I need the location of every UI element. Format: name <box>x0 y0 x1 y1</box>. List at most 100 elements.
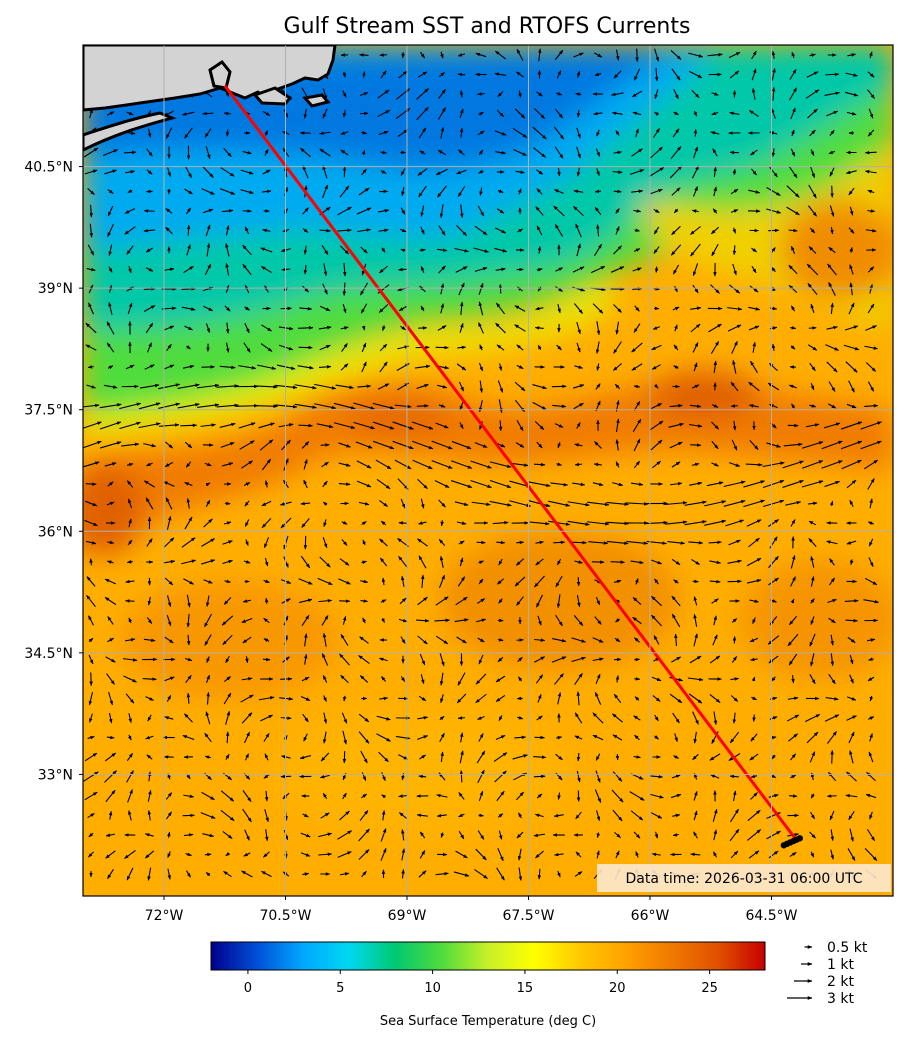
current-arrow <box>633 323 641 333</box>
quiver-key-label: 0.5 kt <box>827 940 868 956</box>
current-arrow <box>474 442 488 448</box>
current-arrow <box>771 343 776 351</box>
current-arrow <box>751 265 757 274</box>
current-arrow <box>652 128 661 138</box>
current-arrow <box>102 149 119 156</box>
current-arrow <box>651 402 663 410</box>
current-arrow <box>693 146 698 159</box>
current-arrow <box>845 72 858 77</box>
current-arrow <box>380 70 387 79</box>
current-arrow <box>749 285 759 293</box>
current-arrow <box>323 263 328 277</box>
current-arrow <box>614 383 621 390</box>
current-arrow <box>225 284 230 293</box>
current-arrow <box>633 248 641 252</box>
current-arrow <box>807 283 818 295</box>
current-arrow <box>497 380 504 393</box>
current-arrow <box>557 304 561 314</box>
current-arrow <box>181 287 196 291</box>
current-arrow <box>533 774 546 779</box>
current-arrow <box>867 189 875 194</box>
current-arrow <box>576 109 581 118</box>
current-arrow <box>790 107 796 120</box>
current-arrow <box>844 325 859 331</box>
current-arrow <box>206 242 211 257</box>
current-arrow <box>748 306 761 311</box>
current-arrow <box>576 127 581 139</box>
current-arrow <box>650 188 663 195</box>
current-arrow <box>302 207 309 215</box>
current-arrow <box>654 384 659 389</box>
current-arrow <box>361 325 366 331</box>
current-arrow <box>459 127 464 138</box>
current-arrow <box>691 165 700 179</box>
current-arrow <box>711 92 719 96</box>
current-arrow <box>673 365 679 370</box>
current-arrow <box>845 361 858 373</box>
current-arrow <box>826 794 837 798</box>
current-arrow <box>592 303 604 314</box>
current-arrow <box>633 400 641 411</box>
current-arrow <box>87 244 95 256</box>
current-arrow <box>143 287 156 291</box>
current-arrow <box>554 224 564 237</box>
current-arrow <box>865 325 877 331</box>
current-arrow <box>849 264 854 275</box>
current-arrow <box>440 303 444 314</box>
current-arrow <box>867 303 875 314</box>
current-arrow <box>417 71 428 78</box>
current-arrow <box>631 363 643 371</box>
current-arrow <box>767 382 780 391</box>
current-arrow <box>669 441 683 449</box>
current-arrow <box>240 189 254 194</box>
current-arrow <box>303 108 308 119</box>
current-arrow <box>750 360 758 374</box>
current-arrow <box>514 305 526 312</box>
current-arrow <box>711 404 719 408</box>
current-arrow <box>457 345 467 350</box>
current-arrow <box>437 325 447 331</box>
current-arrow <box>435 422 449 429</box>
current-arrow <box>185 461 192 468</box>
current-arrow <box>532 384 547 390</box>
current-arrow <box>766 442 781 448</box>
current-arrow <box>358 187 370 196</box>
current-arrow <box>372 421 395 430</box>
current-arrow <box>107 365 114 370</box>
current-arrow <box>732 227 737 234</box>
current-arrow <box>690 243 701 257</box>
current-arrow <box>124 150 137 155</box>
current-arrow <box>557 442 561 449</box>
current-arrow <box>342 262 347 277</box>
current-arrow <box>201 188 215 195</box>
current-arrow <box>691 384 700 389</box>
current-arrow <box>470 460 492 469</box>
current-arrow <box>459 770 464 783</box>
current-arrow <box>262 228 271 233</box>
current-arrow <box>789 69 797 80</box>
current-arrow <box>514 108 526 119</box>
current-arrow <box>731 439 738 451</box>
current-arrow <box>379 361 388 373</box>
current-arrow <box>302 165 309 179</box>
current-arrow <box>451 440 472 450</box>
current-arrow <box>419 150 426 155</box>
current-arrow <box>751 168 757 176</box>
current-arrow <box>613 150 622 155</box>
current-arrow <box>478 813 484 818</box>
current-arrow <box>297 365 314 370</box>
current-arrow <box>594 206 602 216</box>
current-arrow <box>397 129 409 137</box>
current-arrow <box>843 344 860 351</box>
current-arrow <box>806 71 819 78</box>
current-arrow <box>458 282 465 296</box>
current-arrow <box>495 50 506 60</box>
current-arrow <box>594 243 602 257</box>
current-arrow <box>459 108 464 119</box>
current-arrow <box>124 226 136 235</box>
current-arrow <box>417 168 428 176</box>
current-arrow <box>106 111 115 116</box>
current-arrow <box>840 440 863 450</box>
current-arrow <box>595 341 600 354</box>
current-arrow <box>865 228 877 233</box>
